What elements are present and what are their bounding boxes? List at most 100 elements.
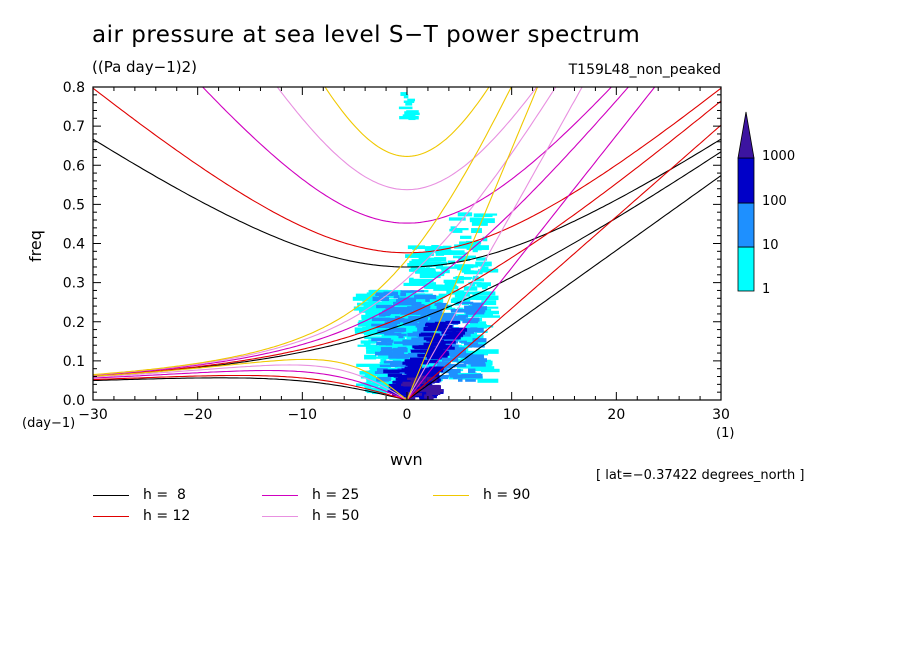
power-cell-10	[466, 360, 486, 365]
x-tick-label: 10	[503, 407, 521, 423]
power-cell-1	[369, 366, 382, 370]
power-cell-1	[456, 294, 465, 299]
dispersion-line	[406, 175, 721, 400]
power-cell-10	[468, 368, 476, 374]
power-cell-10	[397, 346, 407, 352]
power-cell-1	[424, 282, 437, 287]
power-cell-10	[408, 299, 414, 302]
power-cell-100	[446, 336, 461, 340]
power-cell-1	[465, 240, 482, 245]
power-cell-1	[387, 378, 404, 381]
power-cell-100	[423, 337, 439, 341]
x-axis-label: wvn	[390, 450, 423, 469]
colorbar-segment	[737, 246, 755, 292]
power-cell-1	[427, 295, 446, 299]
power-cell-10	[437, 302, 442, 307]
power-cell-10	[439, 376, 449, 380]
power-cell-1	[364, 382, 379, 388]
x-axis-unit-right: (1)	[716, 426, 735, 441]
power-cell-10	[398, 302, 420, 306]
x-tick-label: 0	[403, 407, 412, 423]
dispersion-line	[93, 314, 408, 377]
power-cell-100	[445, 334, 461, 338]
power-cell-10	[451, 364, 456, 368]
dispersion-line	[93, 297, 408, 376]
power-cell-10	[400, 371, 407, 375]
power-cell-10	[395, 364, 405, 367]
power-cell-1	[441, 268, 446, 274]
power-cell-1	[424, 300, 440, 305]
power-cell-1	[469, 217, 484, 223]
power-cell-10	[415, 341, 424, 344]
power-cell-1	[380, 358, 387, 362]
power-cell-100	[434, 352, 450, 356]
power-cell-10	[378, 312, 386, 317]
power-cell-100	[426, 356, 442, 360]
power-cell-1	[359, 309, 385, 313]
power-cell-10	[458, 378, 463, 382]
power-cell-1	[472, 249, 478, 253]
power-cell-10	[472, 338, 487, 343]
legend-label: h = 25	[312, 487, 360, 503]
colorbar-segment	[737, 157, 755, 204]
power-cell-100	[402, 388, 407, 393]
power-cell-100	[401, 385, 414, 389]
power-cell-1	[473, 213, 486, 218]
run-name: T159L48_non_peaked	[568, 62, 721, 78]
dispersion-line	[406, 151, 721, 324]
power-cell-1	[365, 345, 386, 350]
power-cell-1	[402, 114, 410, 119]
dispersion-line	[93, 259, 408, 376]
power-cell-1	[456, 365, 479, 369]
power-cell-10	[440, 313, 455, 317]
power-cell-10	[379, 364, 398, 367]
power-cell-1	[480, 368, 500, 373]
power-cell-1	[398, 106, 413, 110]
y-tick-label: 0.1	[63, 354, 85, 370]
power-cell-10	[419, 320, 430, 324]
power-cell-1	[407, 98, 416, 102]
power-cell-10	[385, 305, 392, 310]
power-cell-10	[461, 374, 481, 379]
legend-line-swatch	[262, 494, 298, 496]
power-cell-1	[471, 228, 482, 234]
power-cell-1	[479, 282, 490, 285]
power-cell-1	[475, 291, 496, 296]
power-cell-1	[472, 278, 485, 282]
power-cell-1	[375, 382, 394, 386]
power-cell-1	[379, 295, 401, 299]
power-cell-100	[409, 375, 420, 378]
power-cell-1	[364, 385, 372, 390]
dispersion-line	[406, 87, 539, 400]
y-tick-label: 0.5	[63, 197, 85, 213]
power-cell-10	[461, 333, 471, 337]
power-cell-100	[383, 369, 400, 374]
power-cell-10	[450, 309, 472, 313]
dispersion-line	[93, 87, 721, 254]
power-cell-1	[481, 300, 497, 306]
power-cell-1	[480, 315, 500, 318]
power-cell-100	[417, 353, 432, 357]
power-cell-100	[402, 361, 418, 365]
dispersion-line	[276, 87, 538, 191]
y-tick-label: 0.0	[63, 393, 85, 409]
power-cell-100	[407, 364, 423, 368]
power-cell-1	[441, 286, 459, 290]
legend-item: h = 25	[262, 487, 359, 503]
y-tick-label: 0.7	[63, 119, 85, 135]
power-cell-1	[360, 340, 376, 344]
dispersion-line	[93, 369, 408, 400]
legend-label: h = 90	[483, 487, 531, 503]
y-tick-label: 0.6	[63, 158, 85, 174]
power-cell-10	[473, 344, 485, 348]
power-cell-100	[429, 339, 445, 343]
power-cell-100	[388, 383, 397, 387]
latitude-note: [ lat=−0.37422 degrees_north ]	[596, 468, 805, 483]
power-cell-1	[405, 102, 413, 106]
power-cell-1	[373, 309, 379, 314]
dispersion-line	[406, 87, 630, 299]
power-cell-100	[413, 370, 428, 374]
power-cell-1	[475, 244, 481, 248]
chart-title: air pressure at sea level S−T power spec…	[92, 22, 641, 48]
power-cell-1	[469, 321, 487, 327]
